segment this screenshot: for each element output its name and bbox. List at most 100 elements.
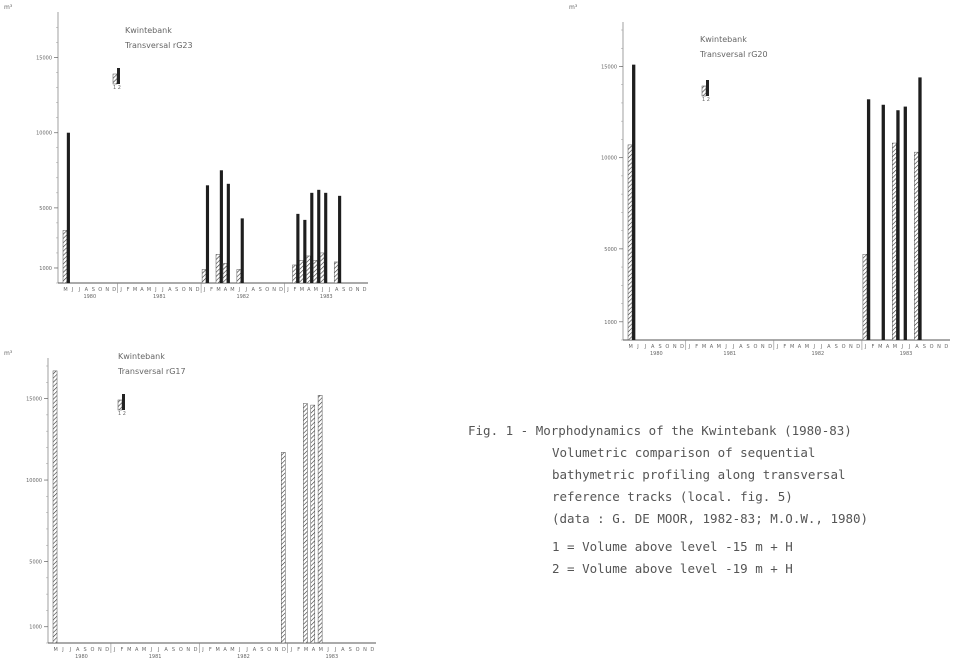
x-tick-label: O [98,287,102,293]
caption-line: Volumetric comparison of sequential [552,445,816,460]
bar-series-1 [292,264,297,284]
x-tick-label: O [91,647,95,653]
x-tick-label: M [314,287,318,293]
chart-title: Kwintebank [125,26,172,35]
x-tick-label: M [54,647,58,653]
x-tick-label: J [321,287,323,293]
x-tick-label: J [724,344,726,350]
x-tick-label: O [349,287,353,293]
y-tick-label: 15000 [36,56,52,62]
x-tick-label: J [238,287,240,293]
bar-series-1 [914,151,919,341]
x-tick-label: N [937,344,941,350]
legend-glyph [701,80,709,97]
y-tick-label: 15000 [26,397,42,403]
legend-labels: 1 2 [118,411,126,417]
x-tick-label: A [827,344,831,350]
x-tick-label: J [732,344,734,350]
x-tick-label: D [112,287,116,293]
caption-title: Fig. 1 - Morphodynamics of the Kwinteban… [468,423,852,438]
x-tick-label: S [835,344,838,350]
chart-title: Kwintebank [118,352,165,361]
y-tick-label: 10000 [36,131,52,137]
x-tick-label: S [84,647,87,653]
legend-entry-2: 2 = Volume above level -19 m + H [552,561,793,576]
x-tick-label: O [753,344,757,350]
x-tick-label: M [63,287,67,293]
bar-series-1 [892,142,897,341]
x-tick-label: J [150,647,152,653]
x-tick-label: A [85,287,89,293]
legend-swatch-1 [112,73,118,85]
bar-series-1 [313,260,318,284]
x-tick-label: J [157,647,159,653]
x-tick-label: D [105,647,109,653]
y-tick-label: 5000 [39,206,52,212]
year-label: 1983 [320,294,333,300]
x-tick-label: M [319,647,323,653]
x-tick-label: A [135,647,139,653]
bar-series-1 [62,230,68,284]
bar-series-2 [240,218,244,283]
year-label: 1982 [236,294,249,300]
x-tick-label: J [776,344,778,350]
x-tick-label: N [363,647,367,653]
x-tick-label: F [297,647,300,653]
x-tick-label: A [915,344,919,350]
x-tick-label: A [341,647,345,653]
x-tick-label: A [140,287,144,293]
x-tick-label: D [282,647,286,653]
bar-series-2 [866,99,871,340]
caption-line: reference tracks (local. fig. 5) [552,489,793,504]
x-tick-label: A [168,287,172,293]
y-tick-label: 1000 [604,320,617,326]
bar-series-1 [317,395,323,644]
legend-swatch-1 [117,399,123,411]
x-tick-label: O [267,647,271,653]
x-tick-label: F [127,287,130,293]
y-unit-label: m³ [569,4,578,11]
x-tick-label: N [186,647,190,653]
x-tick-label: F [121,647,124,653]
year-label: 1983 [900,351,913,357]
year-label: 1982 [811,351,824,357]
bar-series-1 [310,404,316,644]
x-tick-label: N [98,647,102,653]
bar-series-1 [201,269,207,284]
bar-series-1 [862,254,868,341]
bar-series-1 [299,260,304,284]
x-tick-label: D [363,287,367,293]
bar-series-1 [52,370,58,644]
x-tick-label: S [92,287,95,293]
x-tick-label: S [349,647,352,653]
bar-series-2 [226,183,230,283]
x-tick-label: S [175,287,178,293]
x-tick-label: N [849,344,853,350]
caption-line: (data : G. DE MOOR, 1982-83; M.O.W., 198… [552,511,869,526]
x-tick-label: S [342,287,345,293]
legend-labels: 1 2 [702,97,710,103]
y-tick-label: 10000 [601,156,617,162]
x-tick-label: D [279,287,283,293]
x-tick-label: O [842,344,846,350]
x-tick-label: F [210,287,213,293]
x-tick-label: S [923,344,926,350]
x-tick-label: N [356,287,360,293]
x-tick-label: M [702,344,706,350]
year-label: 1981 [149,654,162,660]
x-tick-label: N [272,287,276,293]
x-tick-label: J [71,287,73,293]
bar-series-1 [303,403,308,644]
bar-series-2 [317,189,321,283]
bar-series-2 [219,170,223,283]
figure-caption: Fig. 1 - Morphodynamics of the Kwinteban… [468,420,958,580]
x-tick-label: A [651,344,655,350]
caption-line: bathymetric profiling along transversal [552,467,846,482]
chart-subtitle: Transversal rG17 [117,367,186,376]
year-label: 1981 [723,351,736,357]
x-tick-label: A [223,647,227,653]
x-tick-label: D [196,287,200,293]
x-tick-label: J [326,647,328,653]
